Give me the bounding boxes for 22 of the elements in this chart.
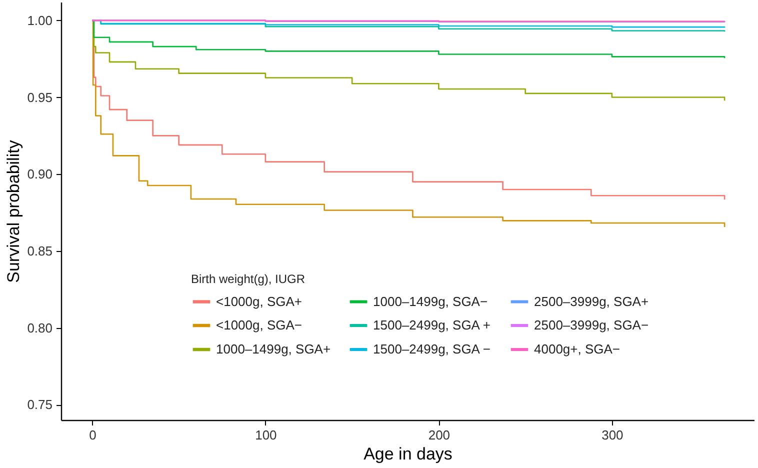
- y-tick-label: 0.75: [27, 397, 52, 412]
- y-tick-label: 1.00: [27, 12, 52, 28]
- legend-label: <1000g, SGA+: [216, 294, 302, 309]
- x-tick-label: 200: [428, 428, 450, 442]
- x-axis-title: Age in days: [364, 444, 452, 464]
- x-tick-label: 0: [89, 428, 96, 442]
- y-tick-label: 0.80: [27, 320, 52, 336]
- y-tick-label: 0.90: [27, 166, 52, 182]
- legend-title: Birth weight(g), IUGR: [191, 272, 306, 286]
- y-tick-label: 0.95: [27, 90, 52, 105]
- legend-label: 2500–3999g, SGA+: [534, 294, 649, 309]
- legend-label: 1500–2499g, SGA −: [373, 342, 490, 356]
- x-tick-label: 100: [255, 428, 277, 442]
- legend-label: 2500–3999g, SGA−: [534, 318, 649, 332]
- legend-label: 4000g+, SGA−: [534, 342, 620, 356]
- legend-label: 1000–1499g, SGA+: [216, 342, 331, 356]
- legend-label: 1000–1499g, SGA−: [373, 294, 488, 309]
- y-tick-label: 0.85: [27, 243, 52, 258]
- legend-label: 1500–2499g, SGA +: [373, 318, 490, 332]
- legend-label: <1000g, SGA−: [216, 318, 302, 332]
- y-axis-title: Survival probability: [4, 140, 24, 283]
- x-tick-label: 300: [602, 428, 624, 442]
